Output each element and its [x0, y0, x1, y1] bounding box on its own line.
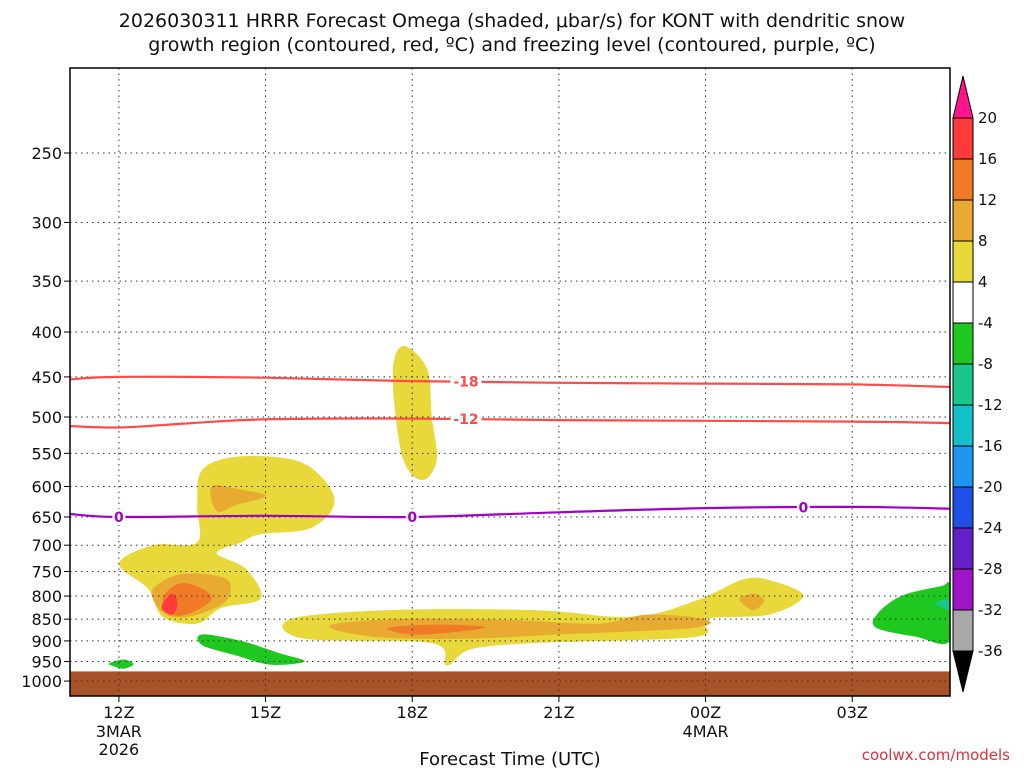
- colorbar-label-7: -12: [978, 396, 1003, 414]
- y-tick-label-800: 800: [31, 587, 62, 606]
- y-tick-label-450: 450: [31, 368, 62, 387]
- chart-title-line-1: 2026030311 HRRR Forecast Omega (shaded, …: [119, 10, 905, 32]
- y-tick-label-950: 950: [31, 653, 62, 672]
- colorbar-segment-10: [952, 527, 974, 570]
- omega-shading: [108, 345, 950, 669]
- plot-frame: [69, 67, 951, 697]
- x-tick-label-21Z: 21Z: [543, 703, 574, 722]
- omega-region-2: [210, 485, 266, 512]
- colorbar-label-8: -16: [978, 437, 1003, 455]
- y-tick-label-700: 700: [31, 536, 62, 555]
- x-tick-sub2-12Z: 2026: [99, 740, 140, 759]
- contour-line--12: [70, 417, 950, 429]
- colorbar-label-2: 12: [978, 191, 997, 209]
- y-tick-label-250: 250: [31, 144, 62, 163]
- omega-region-13: [934, 598, 950, 611]
- contour-label-0-2: 0: [798, 500, 808, 516]
- x-tick-label-15Z: 15Z: [250, 703, 281, 722]
- contour-label-0-1: 0: [407, 510, 417, 526]
- colorbar-segment-0: [952, 117, 974, 160]
- x-tick-sub1-00Z: 4MAR: [683, 722, 729, 741]
- colorbar-legend: 20 16 12 8 4 -4 -8 -12 -16 -20 -24 -28 -32 -36: [952, 75, 1003, 693]
- contour-label-bg-0-0: [112, 508, 126, 525]
- ground-layer: [70, 671, 950, 696]
- colorbar-segment-4: [952, 281, 974, 324]
- colorbar-label-9: -20: [978, 478, 1003, 496]
- colorbar-label-4: 4: [978, 273, 988, 291]
- contour-label-bg-0-1: [405, 508, 419, 525]
- colorbar-label-11: -28: [978, 560, 1003, 578]
- colorbar-label-5: -4: [978, 314, 993, 332]
- y-tick-label-900: 900: [31, 632, 62, 651]
- omega-region-10: [197, 634, 305, 665]
- omega-region-0: [392, 345, 438, 481]
- colorbar-label-1: 16: [978, 150, 997, 168]
- y-tick-label-850: 850: [31, 610, 62, 629]
- y-tick-label-500: 500: [31, 408, 62, 427]
- omega-region-9: [739, 593, 765, 611]
- x-axis-label: Forecast Time (UTC): [419, 749, 600, 768]
- y-tick-label-750: 750: [31, 562, 62, 581]
- x-tick-label-00Z: 00Z: [690, 703, 721, 722]
- colorbar-segment-12: [952, 609, 974, 652]
- y-tick-label-300: 300: [31, 213, 62, 232]
- contour-label--12-0: -12: [453, 412, 478, 428]
- colorbar-segment-2: [952, 199, 974, 242]
- colorbar-label-12: -32: [978, 601, 1003, 619]
- credit-text: coolwx.com/models: [862, 746, 1010, 764]
- colorbar-segment-5: [952, 322, 974, 365]
- x-tick-label-12Z: 12Z: [103, 703, 134, 722]
- colorbar-segment-1: [952, 158, 974, 201]
- colorbar-segment-6: [952, 363, 974, 406]
- contour-line-0: [70, 505, 950, 519]
- contour-line--18: [70, 375, 950, 388]
- omega-region-5: [161, 593, 178, 615]
- colorbar-segment-7: [952, 404, 974, 447]
- grid-lines: [70, 68, 950, 696]
- omega-region-12: [872, 581, 950, 645]
- x-tick-label-18Z: 18Z: [397, 703, 428, 722]
- colorbar-label-3: 8: [978, 232, 988, 250]
- y-tick-label-650: 650: [31, 508, 62, 527]
- chart-title-line-2: growth region (contoured, red, ºC) and f…: [148, 34, 875, 56]
- x-tick-label-03Z: 03Z: [837, 703, 868, 722]
- colorbar-label-0: 20: [978, 109, 997, 127]
- omega-region-8: [387, 624, 486, 635]
- contour-label-bg-0-2: [796, 499, 810, 516]
- y-tick-label-1000: 1000: [21, 672, 62, 691]
- colorbar-segment-8: [952, 445, 974, 488]
- colorbar-label-13: -36: [978, 642, 1003, 660]
- contour-label--18-0: -18: [453, 375, 478, 391]
- omega-region-11: [108, 659, 134, 669]
- colorbar-segment-3: [952, 240, 974, 283]
- contour-label-0-0: 0: [114, 510, 124, 526]
- colorbar-segment-9: [952, 486, 974, 529]
- y-tick-label-550: 550: [31, 444, 62, 463]
- colorbar-label-10: -24: [978, 519, 1003, 537]
- contour-label-bg--12-0: [450, 411, 482, 428]
- y-tick-label-600: 600: [31, 477, 62, 496]
- x-tick-sub1-12Z: 3MAR: [96, 722, 142, 741]
- pressure-axis: 250 300 350 400 450 500 550 600 650 700 750 800 850 9…: [21, 144, 70, 691]
- colorbar-segment-11: [952, 568, 974, 611]
- colorbar-bottom-arrow: [952, 650, 974, 693]
- y-tick-label-400: 400: [31, 323, 62, 342]
- colorbar-top-arrow: [952, 75, 974, 119]
- colorbar-label-6: -8: [978, 355, 993, 373]
- contour-label-bg--18-0: [450, 373, 482, 390]
- ground-fill: [70, 671, 950, 696]
- contour-lines: -18 -12 0 0 0: [70, 373, 950, 526]
- y-tick-label-350: 350: [31, 272, 62, 291]
